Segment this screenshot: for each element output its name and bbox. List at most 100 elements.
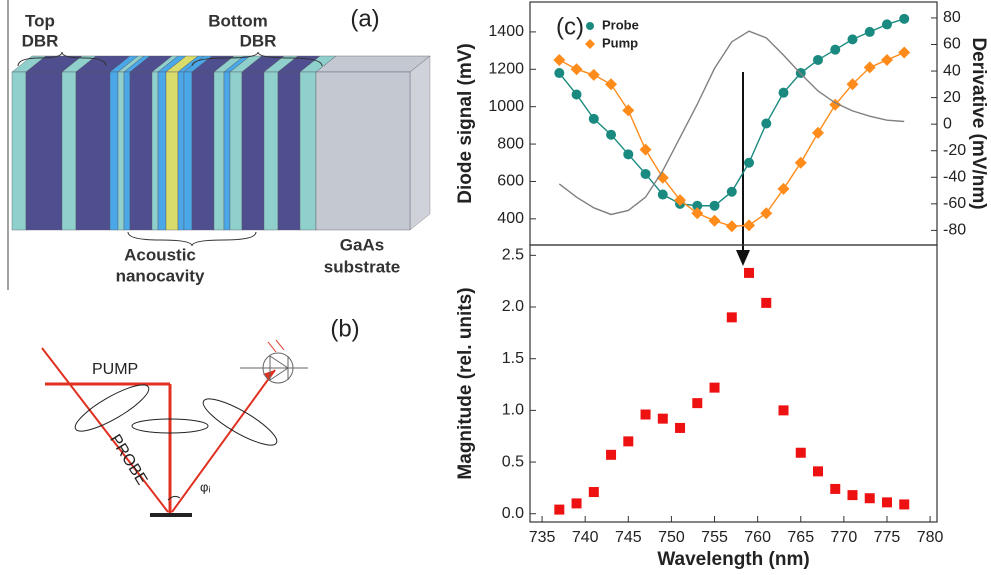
marker [864,493,875,504]
y-tick-label: 1000 [488,98,524,115]
marker [639,143,652,156]
marker [812,126,825,139]
y-tick-label: 0.5 [502,453,524,470]
marker [692,398,703,409]
label: φᵢ [200,479,210,494]
marker [725,220,738,233]
lens [202,398,278,446]
y2-tick-label: 40 [943,62,961,79]
y-tick-label: 0.0 [502,505,524,522]
marker [692,200,703,211]
x-tick-label: 780 [917,529,944,546]
y-tick-label: 2.0 [502,298,524,315]
marker [795,447,806,458]
layer-front [123,71,131,231]
marker [813,466,824,477]
y-tick-label: 600 [497,173,524,190]
marker [899,499,910,510]
marker [726,312,737,323]
lens [131,418,209,434]
layer-front [157,71,167,231]
marker [794,156,807,169]
panel-label: (a) [350,5,379,32]
marker [553,53,566,66]
legend-label: Probe [602,17,639,32]
marker [744,157,755,168]
marker [847,490,858,501]
plot-frame [529,1,938,246]
marker [657,413,668,424]
marker [829,98,842,111]
marker [864,26,875,37]
layer-front [11,71,27,231]
layer-front [213,71,225,231]
marker [899,13,910,24]
brace [127,231,257,247]
marker [623,149,634,160]
y2-tick-label: -80 [943,222,966,239]
marker [606,449,617,460]
y2-tick-label: 80 [943,9,961,26]
marker [622,104,635,117]
beam [41,347,169,513]
layer-front [151,71,159,231]
label: PROBE [106,432,150,489]
marker [830,44,841,55]
panel-label: (c) [556,13,584,40]
x-tick-label: 765 [787,529,814,546]
layer-front [223,71,231,231]
layer-front [299,71,317,231]
marker [778,405,789,416]
y2-tick-label: -40 [943,168,966,185]
marker [744,267,755,278]
marker [881,19,892,30]
layer-front [165,71,179,231]
series-line [558,30,905,216]
marker [743,219,756,232]
marker [881,497,892,508]
marker [898,46,911,59]
layer-front [183,71,193,231]
label: Top [25,11,55,30]
marker [554,68,565,79]
marker [675,422,686,433]
marker [554,504,565,515]
marker [588,113,599,124]
y2-tick-label: 20 [943,89,961,106]
marker [570,63,583,76]
marker [761,297,772,308]
layer-front [25,71,63,231]
marker [587,68,600,81]
y2-tick-label: -20 [943,142,966,159]
marker [640,409,651,420]
brace [191,51,323,67]
y-tick-label: 2.5 [502,247,524,264]
layer-front [241,71,265,231]
x-tick-label: 775 [874,529,901,546]
layer-front [277,71,301,231]
layer-front [129,71,153,231]
marker [708,214,721,227]
x-axis-label: Wavelength (nm) [657,549,809,570]
x-tick-label: 740 [572,529,599,546]
angle-arc [167,495,181,501]
marker [588,487,599,498]
layer-front [117,71,125,231]
marker [777,182,790,195]
y-tick-label: 400 [497,210,524,227]
arrowhead [736,250,750,266]
x-tick-label: 755 [701,529,728,546]
y-axis-label: Magnitude (rel. units) [455,287,476,479]
layer-front [177,71,185,231]
layer-front [315,71,411,231]
marker [761,118,772,129]
label: Bottom [208,11,267,30]
legend-marker [586,22,594,30]
layer-front [191,71,215,231]
brace [17,51,107,67]
marker [606,129,617,140]
marker [813,54,824,65]
marker [657,189,668,200]
y2-tick-label: -60 [943,195,966,212]
